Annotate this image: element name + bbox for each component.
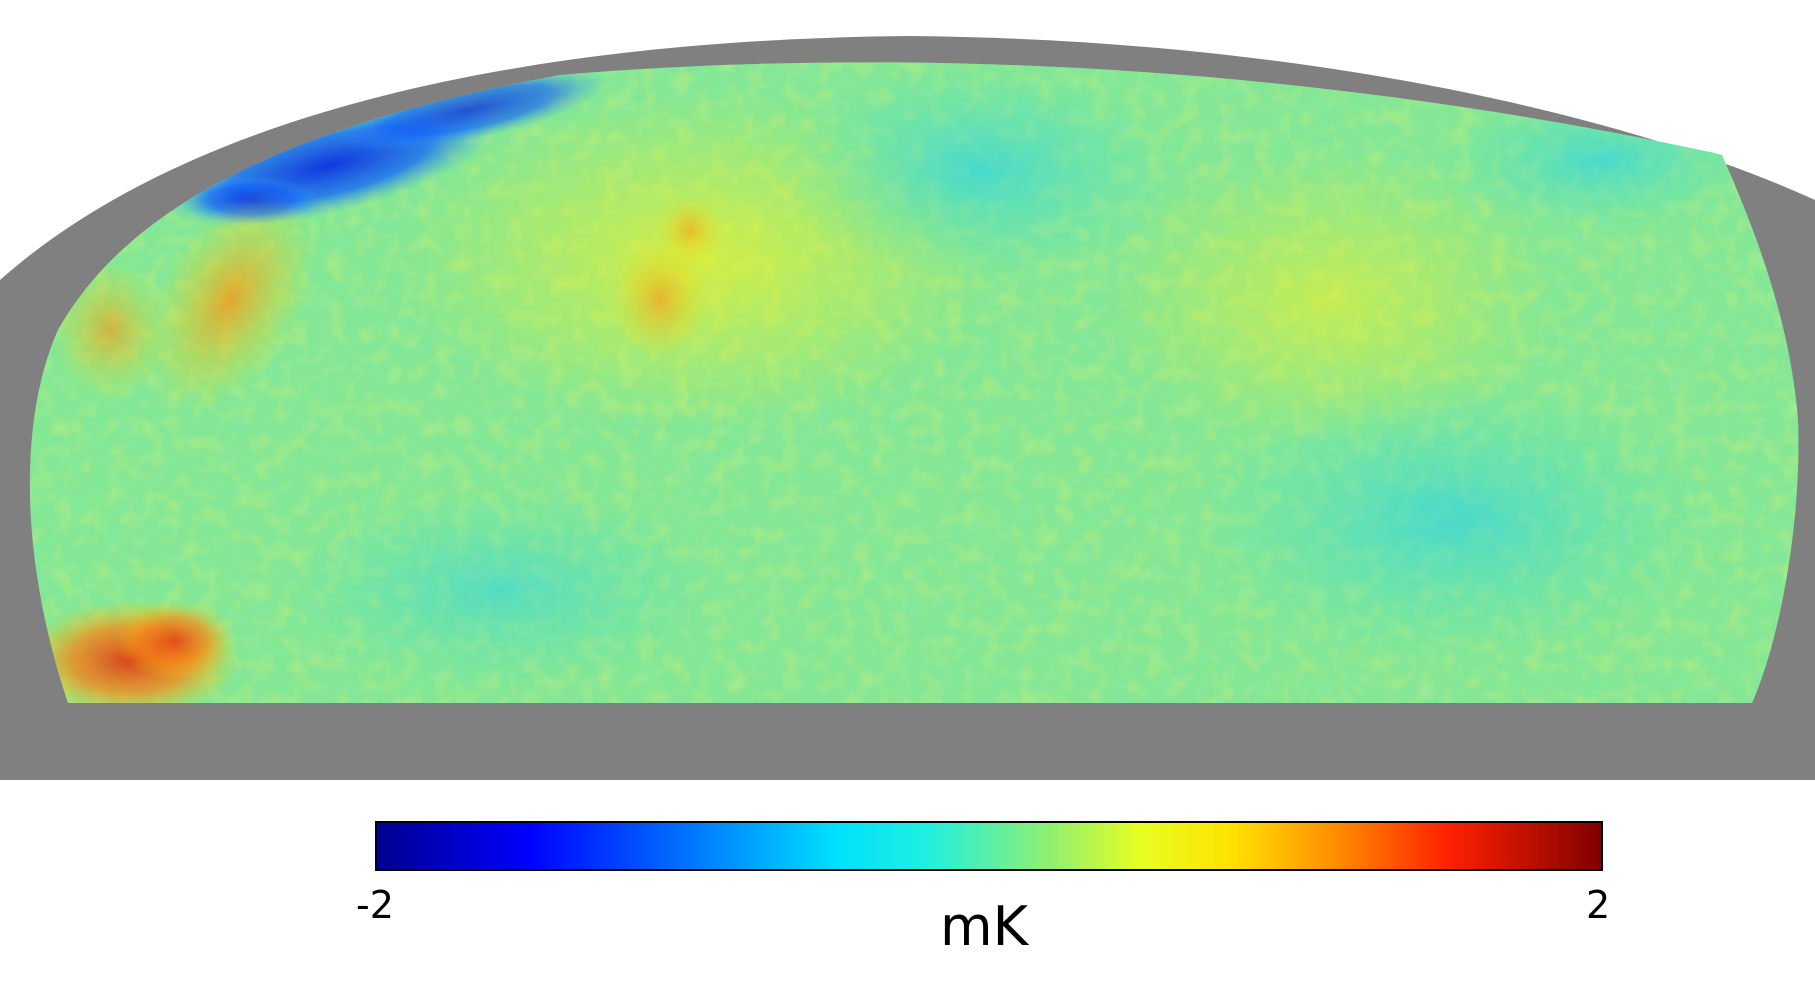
- colorbar-max-label: 2: [1586, 883, 1611, 927]
- temperature-map: [29, 62, 1799, 703]
- colorbar-min-label: -2: [356, 883, 394, 927]
- colorbar: [375, 821, 1603, 871]
- colorbar-unit-label: mK: [940, 895, 1029, 958]
- colorbar-gradient: [375, 821, 1603, 871]
